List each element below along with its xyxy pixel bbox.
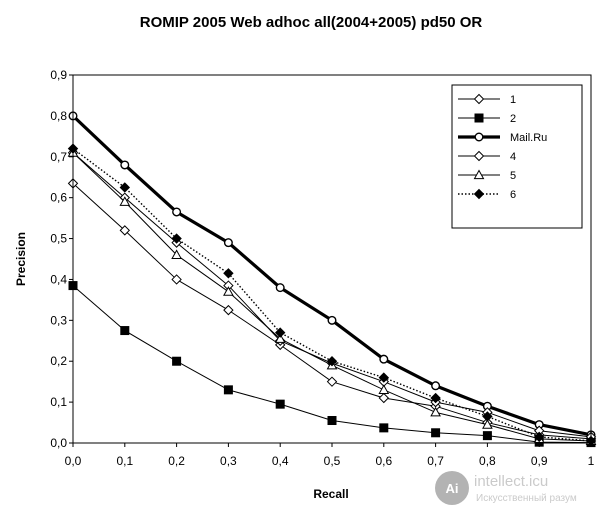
legend-item: Mail.Ru xyxy=(458,132,547,144)
plot-frame xyxy=(72,74,592,444)
y-tick-label: 0,0 xyxy=(50,436,67,450)
data-point xyxy=(275,283,285,293)
data-point xyxy=(378,392,390,404)
data-point xyxy=(327,315,337,325)
data-point xyxy=(431,381,441,391)
data-point xyxy=(482,419,493,429)
legend-item: 6 xyxy=(458,188,516,201)
data-point xyxy=(223,238,233,248)
x-tick-label: 0,7 xyxy=(427,454,444,468)
y-tick-label: 0,5 xyxy=(50,232,67,246)
watermark-logo-icon xyxy=(435,471,469,505)
data-point xyxy=(379,354,389,364)
data-point xyxy=(326,376,338,387)
watermark: Ai intellect.icu Искусственный разум xyxy=(435,471,577,505)
legend-label: 1 xyxy=(510,94,516,106)
legend-item: 1 xyxy=(458,93,516,106)
watermark-logo-letter: Ai xyxy=(446,481,459,496)
data-point xyxy=(430,406,441,417)
legend-label: 6 xyxy=(510,189,516,201)
y-tick-label: 0,1 xyxy=(50,395,67,409)
y-axis-ticks: 0,0 0,1 0,2 0,3 0,4 0,5 0,6 0,7 0,8 0,9 xyxy=(50,68,73,450)
data-point xyxy=(327,416,337,426)
data-point xyxy=(171,274,182,285)
watermark-text: intellect.icu xyxy=(474,473,548,490)
legend: 1 2 Mail.Ru 4 5 6 xyxy=(451,84,583,229)
x-tick-label: 0,9 xyxy=(531,454,548,468)
data-point xyxy=(171,249,182,260)
legend-marker xyxy=(473,169,485,180)
data-point xyxy=(431,428,441,438)
data-point xyxy=(326,356,338,367)
data-point xyxy=(120,326,130,336)
data-point xyxy=(533,431,545,443)
data-point xyxy=(430,392,441,404)
y-tick-label: 0,9 xyxy=(50,68,67,82)
legend-marker xyxy=(473,150,485,162)
data-point xyxy=(379,423,389,433)
data-point xyxy=(378,372,390,383)
x-tick-label: 0,5 xyxy=(324,454,341,468)
y-axis-title: Precision xyxy=(14,232,28,286)
data-point xyxy=(275,399,285,409)
data-point xyxy=(482,431,492,441)
x-tick-label: 0,2 xyxy=(168,454,185,468)
legend-marker xyxy=(473,188,485,200)
x-tick-label: 0,6 xyxy=(375,454,392,468)
legend-label: 4 xyxy=(510,151,516,163)
watermark-subtext: Искусственный разум xyxy=(476,493,577,504)
chart-title: ROMIP 2005 Web adhoc all(2004+2005) pd50… xyxy=(140,14,483,31)
y-tick-label: 0,8 xyxy=(50,109,67,123)
data-point xyxy=(274,327,286,338)
y-tick-label: 0,2 xyxy=(50,354,67,368)
legend-item: 2 xyxy=(458,113,516,125)
data-point xyxy=(482,411,493,422)
legend-label: Mail.Ru xyxy=(510,132,547,144)
data-point xyxy=(119,182,131,193)
y-tick-label: 0,7 xyxy=(50,150,67,164)
y-tick-label: 0,3 xyxy=(50,313,67,327)
y-tick-label: 0,6 xyxy=(50,191,67,205)
data-point xyxy=(223,304,234,316)
data-point xyxy=(223,385,233,395)
legend-marker xyxy=(474,132,484,142)
y-tick-label: 0,4 xyxy=(50,272,67,286)
data-point xyxy=(223,268,234,279)
data-point xyxy=(274,333,286,343)
legend-marker xyxy=(473,93,485,105)
data-point xyxy=(119,196,131,206)
data-point xyxy=(172,356,182,366)
legend-item: 4 xyxy=(458,150,516,163)
x-tick-label: 0,1 xyxy=(116,454,133,468)
series-6 xyxy=(67,143,597,447)
x-tick-label: 1 xyxy=(588,454,595,468)
series-line xyxy=(72,148,592,442)
legend-label: 2 xyxy=(510,113,516,125)
data-point xyxy=(120,160,130,170)
data-point xyxy=(172,207,182,217)
legend-marker xyxy=(474,113,484,123)
x-tick-label: 0,4 xyxy=(272,454,289,468)
legend-label: 5 xyxy=(510,170,516,182)
x-axis-title: Recall xyxy=(313,487,348,501)
data-point xyxy=(223,286,234,296)
x-axis-ticks: 0,0 0,1 0,2 0,3 0,4 0,5 0,6 0,7 0,8 0,9 1 xyxy=(65,443,595,468)
data-point xyxy=(119,225,131,236)
legend-item: 5 xyxy=(458,169,516,182)
data-point xyxy=(378,384,390,394)
x-tick-label: 0,0 xyxy=(65,454,82,468)
x-tick-label: 0,8 xyxy=(479,454,496,468)
x-tick-label: 0,3 xyxy=(220,454,237,468)
data-point xyxy=(171,233,182,244)
